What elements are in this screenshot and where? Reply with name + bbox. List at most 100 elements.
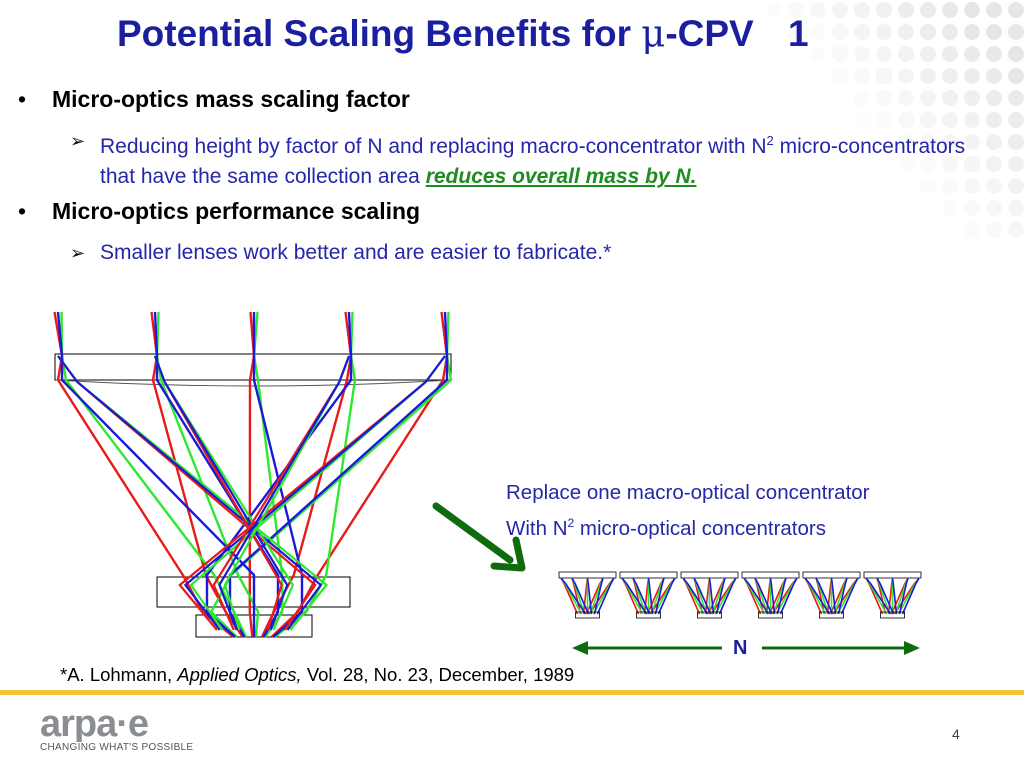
bullet-mass-scaling: • Micro-optics mass scaling factor — [18, 86, 410, 113]
micro-ray — [891, 577, 898, 615]
arpa-e-logo: arpa·e — [40, 706, 149, 742]
background-dot — [986, 112, 1002, 128]
micro-ray — [840, 577, 859, 615]
micro-ray — [708, 577, 715, 615]
micro-ray — [593, 577, 604, 615]
background-dot — [1008, 68, 1024, 84]
sub-bullet-mass: ➢ Reducing height by factor of N and rep… — [70, 126, 1000, 192]
background-dot — [942, 46, 958, 62]
macro-concentrator — [53, 311, 453, 638]
background-dot — [964, 156, 980, 172]
micro-concentrator — [863, 571, 922, 619]
bullet-performance-scaling: • Micro-optics performance scaling — [18, 198, 420, 225]
sub-superscript: 2 — [766, 133, 774, 148]
background-dot — [898, 112, 914, 128]
background-dot — [876, 68, 892, 84]
micro-receiver-frame — [758, 611, 783, 619]
background-dot — [986, 156, 1002, 172]
micro-receiver-frame — [636, 611, 661, 619]
replacement-caption: Replace one macro-optical concentrator W… — [506, 478, 870, 544]
sub-text-post: micro-concentrators that have the same c… — [100, 135, 966, 188]
n-dimension-arrow — [572, 641, 920, 655]
background-dot — [942, 24, 958, 40]
replace-arrow-shaft — [432, 502, 514, 564]
background-dot — [964, 200, 980, 216]
micro-receiver-frame — [575, 611, 600, 619]
micro-ray — [865, 577, 892, 615]
background-dot — [854, 46, 870, 62]
background-dot — [876, 2, 892, 18]
background-dot — [854, 2, 870, 18]
background-dot — [876, 24, 892, 40]
background-dot — [964, 90, 980, 106]
background-dot — [920, 90, 936, 106]
background-dot — [1008, 24, 1024, 40]
macro-ray — [56, 311, 256, 637]
micro-ray — [898, 577, 909, 615]
background-dot — [986, 24, 1002, 40]
background-dot — [854, 24, 870, 40]
micro-ray — [776, 577, 787, 615]
logo-tagline: CHANGING WHAT'S POSSIBLE — [40, 742, 194, 753]
background-dot — [810, 2, 826, 18]
micro-ray — [754, 577, 773, 615]
micro-ray — [743, 577, 770, 615]
micro-lens-frame — [619, 571, 678, 579]
bullet-heading: Micro-optics mass scaling factor — [52, 86, 410, 112]
background-dot — [920, 24, 936, 40]
macro-cross-ray — [218, 355, 351, 631]
background-dot — [986, 134, 1002, 150]
background-dot — [876, 46, 892, 62]
micro-ray — [815, 577, 834, 615]
footnote-journal: Applied Optics, — [177, 664, 302, 685]
bullet-dot: • — [18, 86, 27, 112]
micro-ray — [632, 577, 651, 615]
background-dot — [898, 2, 914, 18]
logo-wordmark: arpa·e — [40, 706, 148, 742]
background-dot — [1008, 222, 1024, 238]
caption-superscript: 2 — [567, 516, 575, 530]
background-dot — [964, 112, 980, 128]
n-label: N — [733, 637, 748, 659]
n-arrow-right-head — [904, 641, 920, 655]
micro-receiver-frame — [880, 611, 905, 619]
background-dot — [810, 46, 826, 62]
background-dot — [942, 156, 958, 172]
background-dot — [920, 134, 936, 150]
background-dot — [942, 178, 958, 194]
background-dot — [788, 2, 804, 18]
replace-arrow — [432, 502, 526, 572]
macro-lens-curve — [55, 379, 451, 387]
footnote-author: *A. Lohmann, — [60, 664, 178, 685]
footnote-details: Vol. 28, No. 23, December, 1989 — [301, 664, 575, 685]
macro-cross-ray — [153, 355, 289, 631]
background-dot — [898, 68, 914, 84]
micro-ray — [596, 577, 615, 615]
background-dot — [876, 134, 892, 150]
macro-ray — [228, 311, 449, 638]
micro-lens-frame — [741, 571, 800, 579]
macro-ray — [270, 311, 449, 638]
background-dot — [986, 68, 1002, 84]
background-dot — [898, 134, 914, 150]
background-dot — [876, 90, 892, 106]
micro-concentrator — [558, 571, 617, 619]
micro-ray — [657, 577, 676, 615]
micro-lens-frame — [680, 571, 739, 579]
background-dot — [942, 90, 958, 106]
micro-ray — [682, 577, 709, 615]
sub-bullet-performance: ➢ Smaller lenses work better and are eas… — [70, 238, 1000, 268]
micro-ray — [718, 577, 737, 615]
background-dot — [1008, 156, 1024, 172]
title-number: 1 — [788, 13, 809, 54]
micro-concentrator-array — [558, 571, 922, 619]
background-dot — [986, 200, 1002, 216]
background-dot — [964, 134, 980, 150]
micro-ray — [571, 577, 590, 615]
background-dot — [1008, 90, 1024, 106]
background-dot — [854, 68, 870, 84]
background-dot — [942, 68, 958, 84]
bullet-heading: Micro-optics performance scaling — [52, 198, 421, 224]
background-dot — [920, 178, 936, 194]
